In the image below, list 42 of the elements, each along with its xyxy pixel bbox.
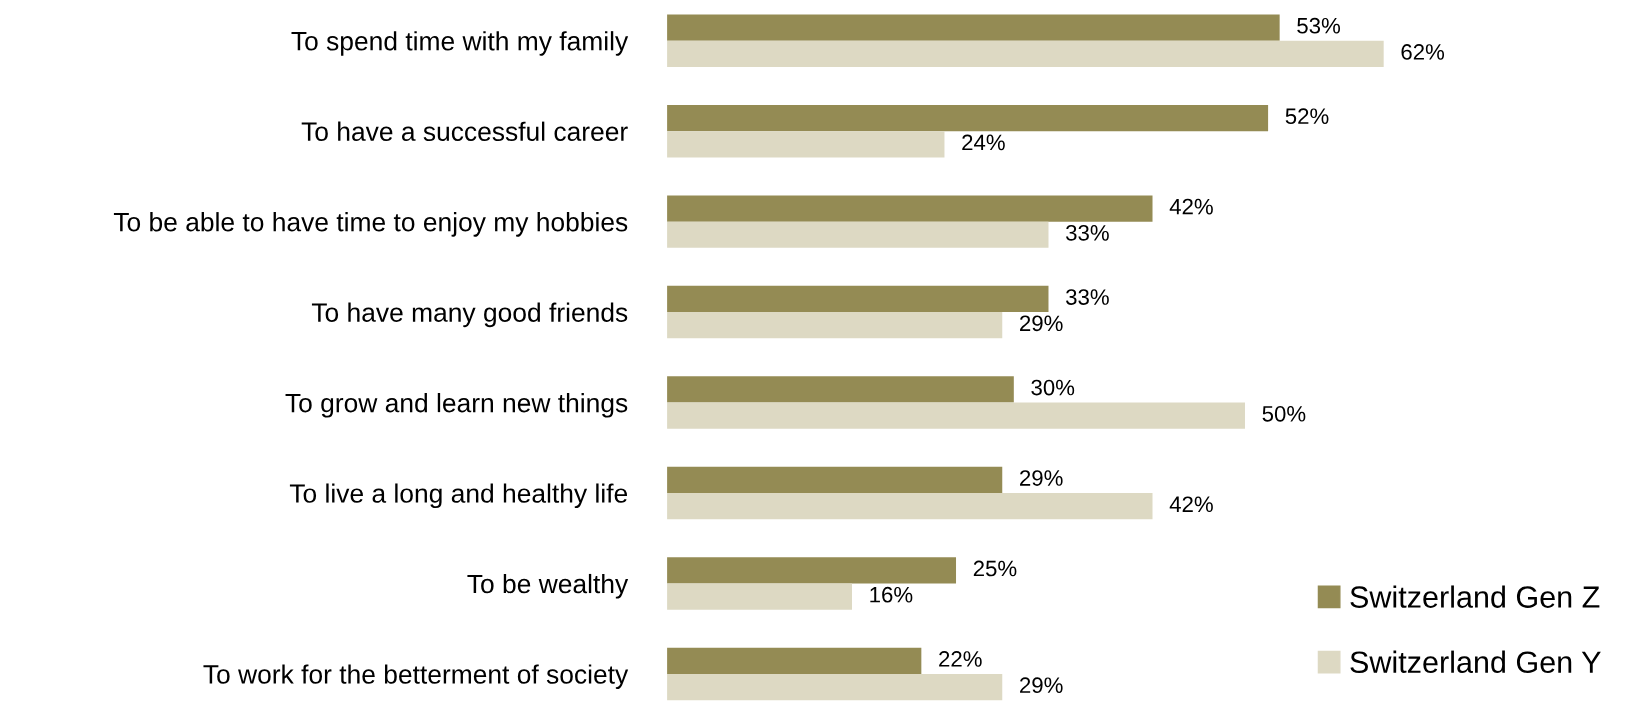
data-label: 52%	[1285, 108, 1329, 125]
bar	[667, 221, 1049, 248]
y-tick-label: To have a successful career	[301, 121, 628, 141]
bar	[667, 583, 852, 610]
data-label: 42%	[1169, 198, 1213, 215]
data-label: 29%	[1020, 677, 1063, 694]
data-label: 62%	[1401, 44, 1445, 60]
bar	[667, 466, 1003, 494]
bar	[667, 131, 945, 158]
data-label: 33%	[1066, 224, 1109, 241]
bar	[667, 493, 1153, 520]
y-tick-label: To spend time with my family	[291, 31, 629, 56]
bar	[667, 195, 1153, 222]
data-label: 33%	[1066, 289, 1109, 305]
bar	[667, 647, 922, 674]
y-tick-label: To grow and learn new things	[285, 393, 628, 418]
y-tick-label: To live a long and healthy life	[289, 483, 628, 509]
data-label: 53%	[1297, 17, 1341, 34]
bar	[667, 557, 957, 584]
bar	[667, 376, 1014, 403]
data-label: 22%	[939, 651, 982, 667]
y-tick-label: To be able to have time to enjoy my hobbies	[113, 212, 628, 237]
data-label: 24%	[962, 134, 1005, 151]
bar	[667, 312, 1003, 339]
bar	[667, 40, 1384, 67]
bar	[667, 402, 1245, 429]
data-label: 29%	[1020, 470, 1063, 486]
data-label: 50%	[1262, 405, 1306, 422]
bar	[667, 14, 1280, 41]
data-label: 29%	[1020, 315, 1063, 332]
bar	[667, 104, 1269, 132]
bar	[667, 673, 1003, 701]
data-label: 16%	[870, 586, 913, 603]
y-tick-label: To have many good friends	[311, 302, 628, 328]
legend-label: Switzerland Gen Z	[1350, 585, 1600, 608]
bar	[667, 285, 1049, 313]
data-label: 42%	[1169, 496, 1213, 513]
legend-label: Switzerland Gen Y	[1350, 650, 1601, 674]
data-label: 25%	[973, 560, 1017, 577]
data-label: 30%	[1031, 379, 1075, 396]
y-tick-label: To work for the betterment of society	[203, 664, 629, 689]
y-tick-label: To be wealthy	[467, 573, 629, 599]
